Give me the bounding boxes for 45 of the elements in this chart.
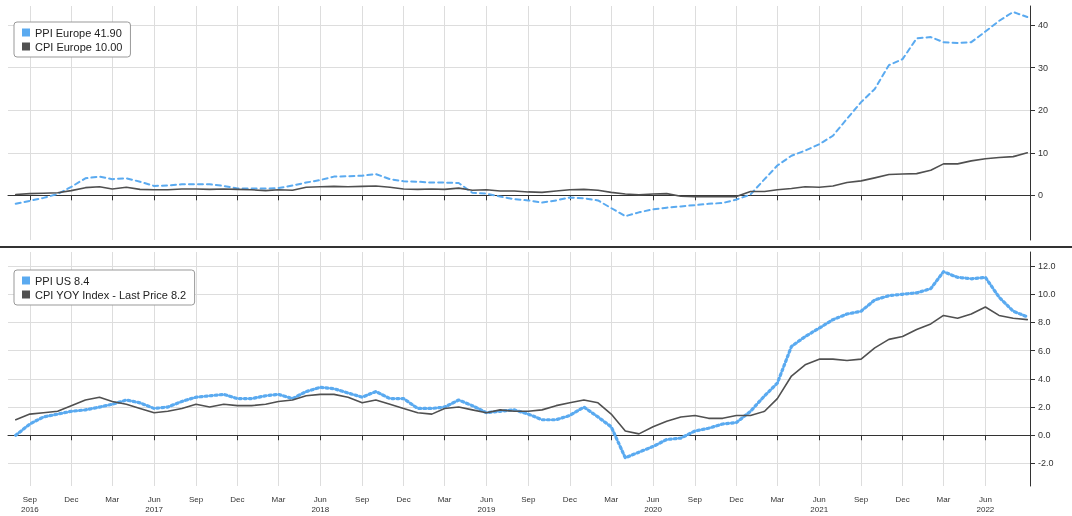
x-tick-label: Sep: [355, 494, 370, 504]
line-series: [14, 151, 1029, 198]
legend-label: PPI US 8.4: [35, 274, 90, 287]
x-tick-label: Mar: [105, 494, 120, 504]
x-tick-label: Dec: [64, 494, 79, 504]
y-tick-label: 40: [1038, 20, 1049, 31]
x-tick-label: Dec: [230, 494, 245, 504]
x-tick-label: Sep: [853, 494, 869, 504]
y-tick-label: 6.0: [1038, 345, 1051, 356]
y-tick-label: 10: [1038, 147, 1049, 158]
x-tick-label: Sep: [687, 494, 703, 504]
x-tick-label: Sep: [188, 494, 204, 504]
y-tick-label: 2.0: [1038, 402, 1051, 413]
x-tick-label: Jun 2020: [644, 494, 663, 514]
legend-label: PPI Europe 41.90: [35, 26, 122, 39]
x-tick-label: Dec: [396, 494, 411, 504]
line-series: [14, 306, 1029, 435]
x-tick-label: Jun 2017: [145, 494, 164, 514]
x-tick-label: Sep 2016: [20, 494, 40, 514]
y-tick-label: 12.0: [1038, 261, 1056, 272]
y-tick-label: -2.0: [1038, 458, 1054, 469]
x-tick-label: Mar: [936, 494, 951, 504]
line-series: [14, 10, 1029, 218]
x-tick-label: Mar: [271, 494, 286, 504]
y-tick-label: 30: [1038, 62, 1049, 73]
x-tick-label: Mar: [437, 494, 452, 504]
y-tick-label: 0.0: [1038, 430, 1051, 441]
x-tick-label: Jun 2021: [810, 494, 829, 514]
x-tick-label: Jun 2019: [477, 494, 496, 514]
legend-label: CPI YOY Index - Last Price 8.2: [35, 288, 187, 301]
y-tick-label: 4.0: [1038, 373, 1051, 384]
y-tick-label: 0: [1038, 190, 1044, 201]
x-tick-label: Dec: [729, 494, 744, 504]
x-tick-label: Dec: [562, 494, 577, 504]
x-tick-label: Dec: [895, 494, 910, 504]
y-tick-label: 8.0: [1038, 317, 1051, 328]
x-tick-label: Jun 2022: [976, 494, 995, 514]
x-tick-label: Jun 2018: [311, 494, 330, 514]
y-tick-label: 20: [1038, 105, 1049, 116]
x-tick-label: Sep: [521, 494, 536, 504]
legend-label: CPI Europe 10.00: [35, 40, 123, 53]
line-series: [14, 270, 1029, 460]
y-tick-label: 10.0: [1038, 289, 1056, 300]
x-tick-label: Mar: [604, 494, 619, 504]
x-tick-label: Mar: [770, 494, 785, 504]
